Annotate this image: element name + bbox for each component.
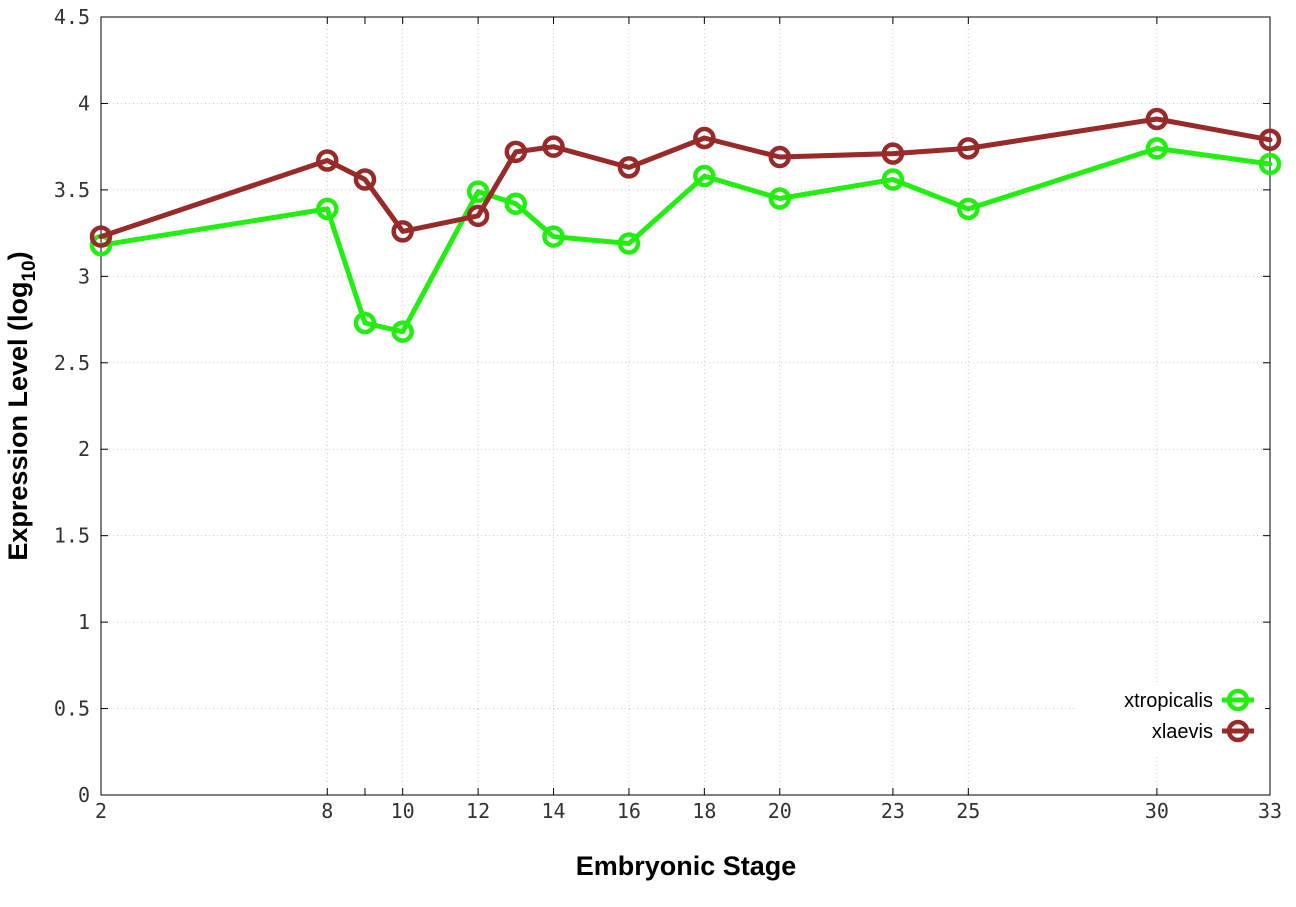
data-point-xlaevis: [881, 142, 905, 165]
x-tick-label: 18: [692, 799, 716, 823]
data-point-xtropicalis: [391, 320, 414, 343]
data-point-xlaevis: [542, 135, 565, 158]
y-tick-label: 2.5: [54, 351, 90, 375]
x-tick-label: 12: [466, 799, 490, 823]
x-tick-label: 30: [1145, 799, 1169, 823]
x-axis-title: Embryonic Stage: [576, 851, 797, 881]
x-tick-label: 20: [768, 799, 792, 823]
data-point-xlaevis: [466, 204, 490, 228]
series-line-xtropicalis: [98, 145, 1273, 335]
legend-label-xlaevis: xlaevis: [1152, 721, 1213, 743]
data-point-xlaevis: [617, 156, 641, 179]
y-axis-title-close: ): [3, 251, 33, 260]
data-point-xtropicalis: [542, 225, 565, 248]
y-tick-label: 4: [78, 91, 90, 115]
y-tick-label: 1: [78, 610, 90, 634]
data-point-xtropicalis: [1258, 152, 1282, 176]
data-point-xtropicalis: [466, 180, 490, 203]
y-tick-label: 0.5: [54, 697, 90, 721]
x-tick-label: 2: [95, 799, 107, 823]
data-point-xlaevis: [957, 137, 980, 160]
data-point-xtropicalis: [693, 164, 716, 188]
data-point-xtropicalis: [617, 232, 641, 255]
y-tick-label: 2: [78, 437, 90, 461]
legend: xtropicalis xlaevis: [1075, 682, 1265, 754]
x-tick-label: 14: [541, 799, 565, 823]
y-tick-label: 3.5: [54, 178, 90, 202]
data-point-xlaevis: [391, 220, 414, 243]
data-point-xlaevis: [353, 168, 377, 191]
data-point-xlaevis: [504, 140, 528, 164]
legend-swatch-xtropicalis: [1222, 688, 1254, 712]
plot-frame: [100, 16, 1271, 796]
y-tick-label: 0: [78, 783, 90, 807]
data-point-xlaevis: [1258, 128, 1282, 152]
data-point-xtropicalis: [504, 192, 528, 215]
data-series: [89, 107, 1282, 343]
data-point-xlaevis: [1145, 107, 1169, 131]
x-tick-label: 25: [956, 799, 980, 823]
data-point-xtropicalis: [316, 197, 339, 221]
x-tick-label: 23: [881, 799, 905, 823]
x-tick-label: 10: [391, 799, 415, 823]
x-tick-label: 33: [1258, 799, 1282, 823]
series-xlaevis: [89, 107, 1282, 248]
data-point-xtropicalis: [957, 197, 980, 221]
axis-ticks: 0 0.5 1 1.5 2 2.5 3 3.5 4 4.5 2 8 10 12 14 16 18 20 23 25 30…: [54, 5, 1282, 823]
x-tick-label: 8: [321, 799, 333, 823]
y-tick-label: 1.5: [54, 524, 90, 548]
y-axis-title: Expression Level (log10): [3, 251, 40, 560]
series-xtropicalis: [89, 137, 1282, 343]
data-point-xlaevis: [89, 225, 113, 248]
data-point-xlaevis: [693, 126, 716, 150]
data-point-xtropicalis: [1145, 137, 1169, 160]
data-point-xtropicalis: [768, 187, 792, 210]
legend-label-xtropicalis: xtropicalis: [1124, 690, 1213, 712]
x-tick-label: 16: [617, 799, 641, 823]
grid-lines: [101, 17, 1270, 795]
y-tick-label: 4.5: [54, 5, 90, 29]
data-point-xlaevis: [768, 145, 792, 169]
y-axis-title-main: Expression Level (log: [3, 282, 33, 561]
data-point-xlaevis: [316, 149, 339, 172]
y-tick-label: 3: [78, 264, 90, 288]
legend-swatch-xlaevis: [1222, 719, 1254, 743]
y-axis-title-subscript: 10: [19, 260, 40, 281]
data-point-xtropicalis: [353, 311, 377, 335]
data-point-xtropicalis: [881, 168, 905, 191]
